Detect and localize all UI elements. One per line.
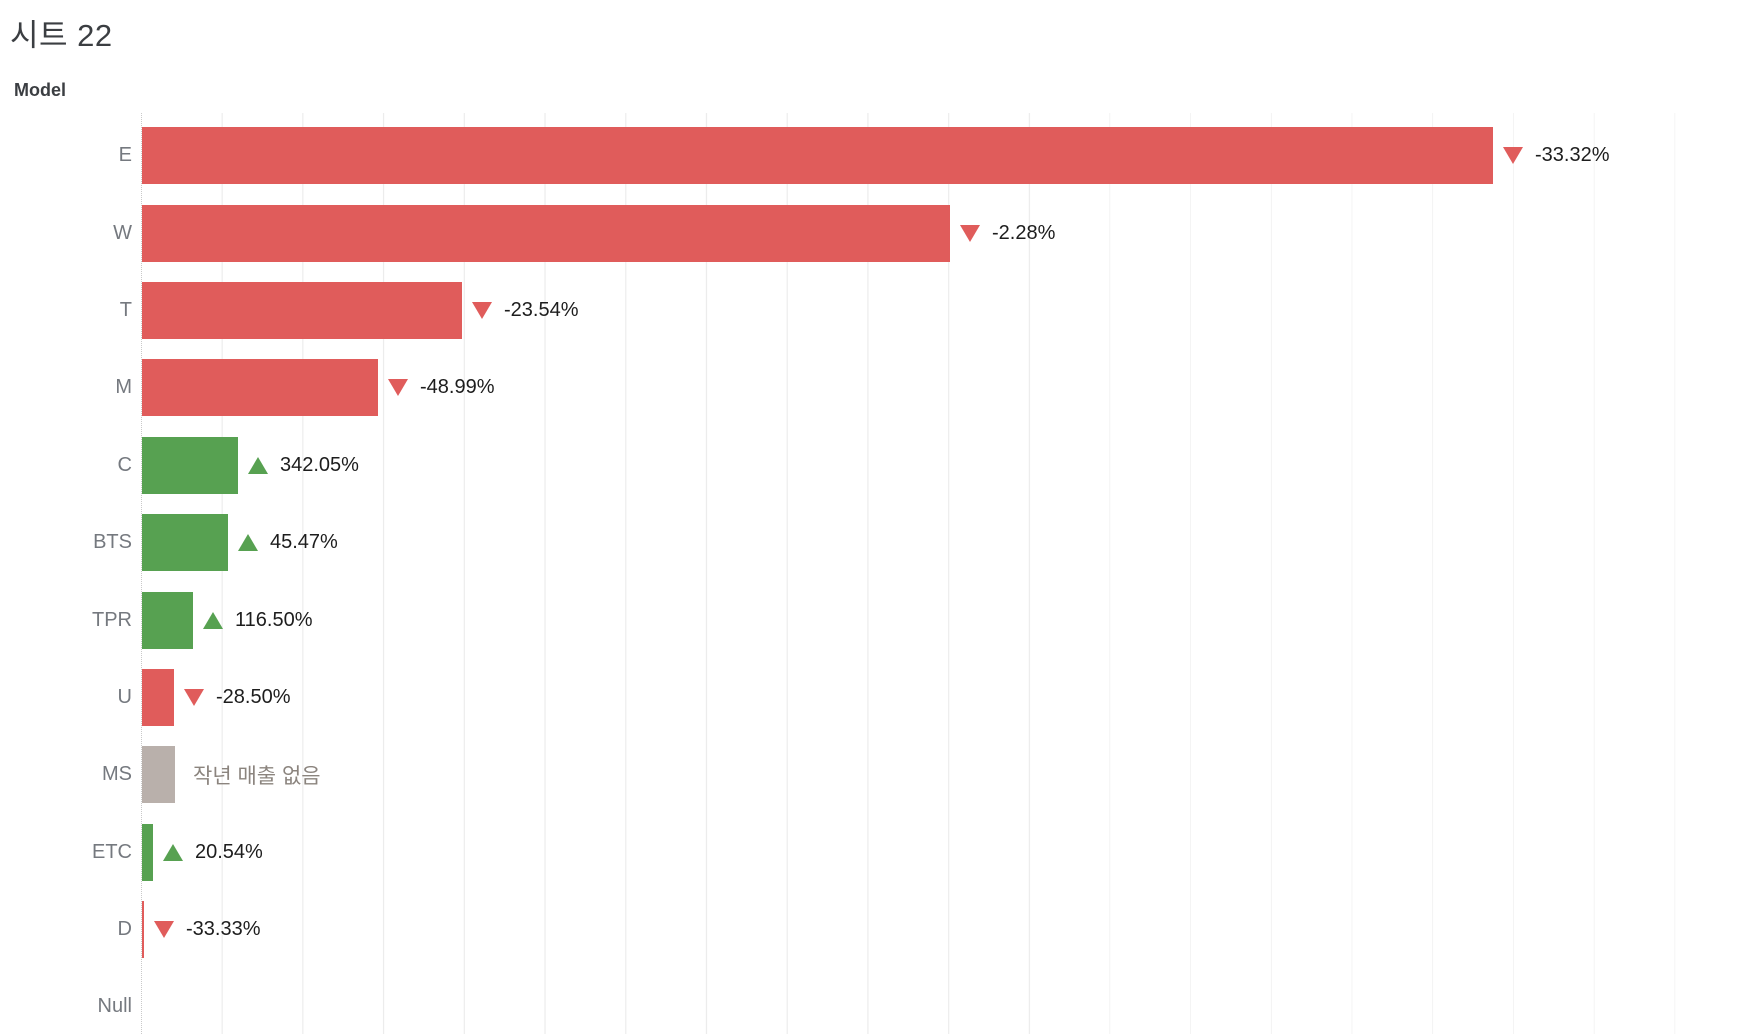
bar-mark[interactable] <box>142 281 462 339</box>
change-value-label: -33.33% <box>186 918 261 941</box>
category-label[interactable]: ETC <box>92 840 132 863</box>
category-label[interactable]: TPR <box>92 608 132 631</box>
decrease-triangle-icon <box>388 379 408 397</box>
change-value-label: 45.47% <box>270 531 338 554</box>
change-value-label: 20.54% <box>195 840 263 863</box>
chart-row-M: M -48.99% <box>0 349 1747 426</box>
plot-area <box>141 113 1747 1034</box>
bar-mark[interactable] <box>142 901 144 959</box>
increase-triangle-icon <box>248 456 268 474</box>
change-value-label: 342.05% <box>280 453 359 476</box>
chart-row-E: E -33.32% <box>0 117 1747 194</box>
change-value-label: -28.50% <box>216 685 291 708</box>
chart-row-T: T -23.54% <box>0 272 1747 349</box>
change-value-label: -2.28% <box>992 221 1056 244</box>
chart-row-MS: MS 작년 매출 없음 <box>0 736 1747 813</box>
decrease-triangle-icon <box>1503 147 1523 165</box>
category-label[interactable]: D <box>117 918 132 941</box>
chart-row-TPR: TPR 116.50% <box>0 581 1747 658</box>
category-label[interactable]: BTS <box>93 531 132 554</box>
bar-mark[interactable] <box>142 668 174 726</box>
chart-row-W: W -2.28% <box>0 194 1747 271</box>
change-value-label: 116.50% <box>235 608 313 631</box>
category-label[interactable]: T <box>119 298 132 321</box>
chart-row-ETC: ETC 20.54% <box>0 814 1747 891</box>
model-axis-label: Model <box>14 80 66 100</box>
chart-row-C: C 342.05% <box>0 427 1747 504</box>
bar-mark[interactable] <box>142 127 1493 185</box>
category-label[interactable]: E <box>118 144 132 167</box>
bar-mark[interactable] <box>142 591 193 649</box>
change-value-label: -48.99% <box>420 376 495 399</box>
bar-mark[interactable] <box>142 514 228 572</box>
increase-triangle-icon <box>203 611 223 629</box>
bar-mark[interactable] <box>142 359 378 417</box>
model-axis-header: Model <box>14 80 78 101</box>
category-label[interactable]: M <box>115 376 132 399</box>
change-value-label: -23.54% <box>504 298 579 321</box>
bar-mark[interactable] <box>142 436 238 494</box>
chart-row-Null: Null <box>0 968 1747 1034</box>
category-label[interactable]: Null <box>97 995 132 1018</box>
bar-mark[interactable] <box>142 823 153 881</box>
category-label[interactable]: U <box>117 685 132 708</box>
category-label[interactable]: MS <box>102 763 132 786</box>
category-label[interactable]: C <box>117 453 132 476</box>
category-label[interactable]: W <box>113 221 132 244</box>
sheet-title: 시트 22 <box>10 18 113 53</box>
increase-triangle-icon <box>163 843 183 861</box>
decrease-triangle-icon <box>154 921 174 939</box>
decrease-triangle-icon <box>472 301 492 319</box>
sort-descending-icon[interactable] <box>75 80 78 101</box>
bar-mark[interactable] <box>142 746 175 804</box>
chart-row-U: U -28.50% <box>0 659 1747 736</box>
increase-triangle-icon <box>238 534 258 552</box>
bar-mark[interactable] <box>142 204 950 262</box>
change-value-label: -33.32% <box>1535 144 1610 167</box>
change-value-label: 작년 매출 없음 <box>193 764 321 788</box>
decrease-triangle-icon <box>184 688 204 706</box>
bar-rows: E -33.32% W -2.28% T -23.54% M -48.99% C <box>0 117 1747 1034</box>
decrease-triangle-icon <box>960 224 980 242</box>
chart-row-D: D -33.33% <box>0 891 1747 968</box>
chart-row-BTS: BTS 45.47% <box>0 504 1747 581</box>
